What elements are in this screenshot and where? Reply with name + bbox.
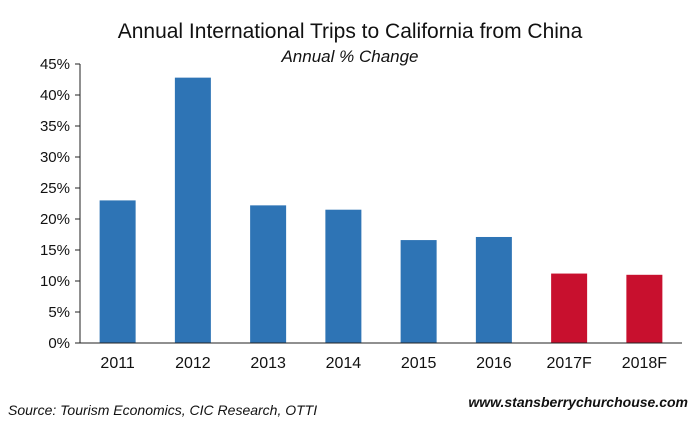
x-tick-label: 2012 (175, 355, 211, 372)
x-tick-label: 2014 (326, 355, 362, 372)
y-tick-label: 5% (48, 304, 70, 321)
y-tick-label: 35% (40, 118, 70, 135)
chart-subtitle: Annual % Change (281, 47, 419, 66)
x-tick-label: 2017F (546, 355, 592, 372)
y-tick-label: 45% (40, 56, 70, 73)
bar-2018F (626, 274, 663, 343)
x-tick-label: 2018F (622, 355, 668, 372)
website-credit: www.stansberrychurchouse.com (468, 394, 688, 410)
y-tick-label: 40% (40, 87, 70, 104)
bar-2013 (250, 205, 287, 343)
y-axis: 0% 5% 10% 15% 20% 25% 30% 35% 40% 45% (40, 56, 81, 352)
y-tick-label: 10% (40, 273, 70, 290)
bar-2011 (99, 200, 136, 343)
source-note: Source: Tourism Economics, CIC Research,… (8, 402, 318, 418)
x-axis: 2011 2012 2013 2014 2015 2016 2017F 2018F (80, 342, 682, 372)
chart-title: Annual International Trips to California… (117, 20, 583, 43)
x-tick-label: 2016 (476, 355, 512, 372)
y-tick-label: 15% (40, 242, 70, 259)
y-tick-label: 0% (48, 335, 70, 352)
x-tick-label: 2013 (250, 355, 286, 372)
bars (99, 77, 663, 343)
bar-2014 (325, 209, 362, 343)
bar-2016 (475, 236, 512, 343)
x-tick-label: 2011 (100, 355, 135, 372)
y-tick-label: 20% (40, 211, 70, 228)
bar-2012 (174, 77, 211, 343)
bar-2017F (551, 273, 588, 343)
bar-2015 (400, 240, 437, 343)
y-tick-label: 30% (40, 149, 70, 166)
y-tick-label: 25% (40, 180, 70, 197)
x-tick-label: 2015 (401, 355, 437, 372)
